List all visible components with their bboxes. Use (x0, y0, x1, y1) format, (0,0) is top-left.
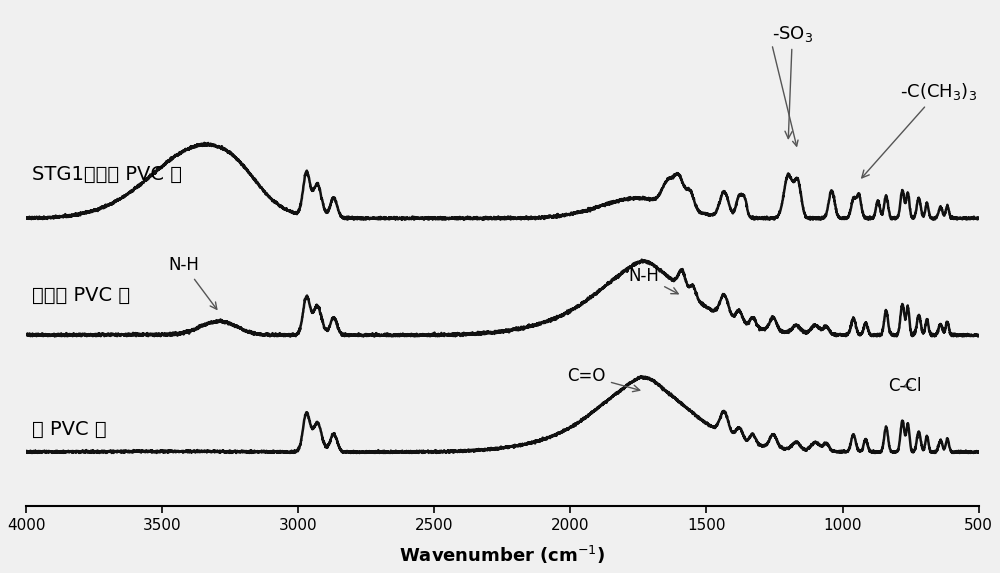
Text: N-H: N-H (628, 267, 678, 294)
Text: -C(CH$_3$)$_3$: -C(CH$_3$)$_3$ (862, 81, 977, 178)
Text: STG1修饰的 PVC 膜: STG1修饰的 PVC 膜 (32, 165, 182, 185)
Text: C-Cl: C-Cl (888, 378, 921, 395)
Text: C=O: C=O (568, 367, 640, 392)
Text: 裸 PVC 膜: 裸 PVC 膜 (32, 420, 106, 439)
X-axis label: Wavenumber (cm$^{-1}$): Wavenumber (cm$^{-1}$) (399, 544, 606, 566)
Text: 氨基化 PVC 膜: 氨基化 PVC 膜 (32, 286, 130, 305)
Text: -SO$_3$: -SO$_3$ (772, 24, 813, 139)
Text: N-H: N-H (169, 256, 217, 309)
